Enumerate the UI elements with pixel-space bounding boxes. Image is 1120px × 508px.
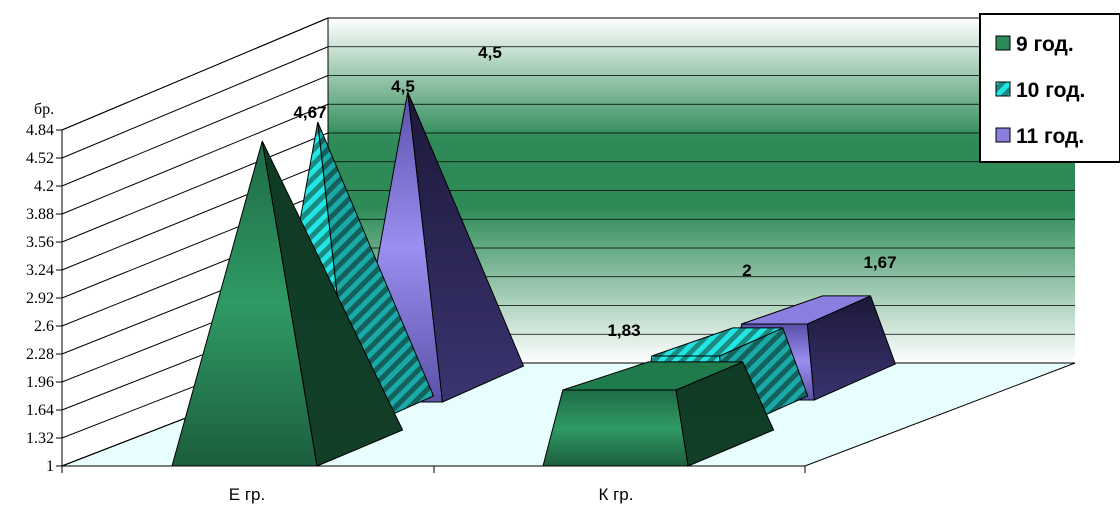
data-label: 4,67 bbox=[293, 103, 326, 122]
legend: 9 год. 10 год. 11 год. bbox=[979, 13, 1120, 163]
x-tick-label: К гр. bbox=[598, 485, 633, 504]
y-tick-label: 3.56 bbox=[26, 234, 54, 251]
data-label: 4,5 bbox=[478, 43, 502, 62]
y-tick-label: 2.28 bbox=[26, 346, 54, 363]
data-label: 1,83 bbox=[607, 321, 640, 340]
x-axis: Е гр. К гр. bbox=[61, 466, 806, 504]
data-label: 2 bbox=[742, 261, 751, 280]
legend-label-10: 10 год. bbox=[1016, 79, 1085, 102]
y-tick-label: 1.96 bbox=[26, 374, 54, 391]
legend-item-10: 10 год. bbox=[995, 79, 1085, 102]
legend-swatch-11 bbox=[995, 127, 1011, 143]
y-tick-label: 2.6 bbox=[34, 318, 54, 335]
gridline-side bbox=[61, 161, 329, 271]
gridline-side bbox=[61, 17, 329, 131]
legend-label-9: 9 год. bbox=[1016, 33, 1074, 56]
legend-swatch-10 bbox=[995, 81, 1011, 97]
bars bbox=[171, 91, 896, 467]
y-tick-label: 3.88 bbox=[26, 206, 54, 223]
data-label: 1,67 bbox=[863, 253, 896, 272]
x-tick-label: Е гр. bbox=[229, 485, 265, 504]
legend-item-11: 11 год. bbox=[995, 125, 1084, 148]
gridline-side bbox=[61, 103, 329, 215]
legend-swatch-9 bbox=[995, 35, 1011, 51]
y-tick-label: 4.84 bbox=[26, 122, 54, 139]
y-tick-label: 3.24 bbox=[26, 262, 54, 279]
bar-9 год.-К гр. bbox=[542, 361, 775, 467]
y-axis-unit: бр. bbox=[34, 101, 54, 118]
y-tick-label: 1.32 bbox=[26, 430, 54, 447]
y-tick-label: 2.92 bbox=[26, 290, 54, 307]
legend-item-9: 9 год. bbox=[995, 33, 1074, 56]
gridline-side bbox=[61, 46, 329, 159]
bar-9 год.-Е гр. bbox=[171, 140, 404, 467]
gridline-side bbox=[61, 132, 329, 243]
y-axis: 1 1.32 1.64 1.96 2.28 2.6 2.92 3.24 3.56 3.88 4.2 4… bbox=[26, 122, 63, 475]
y-tick-label: 4.52 bbox=[26, 150, 54, 167]
y-tick-label: 4.2 bbox=[34, 178, 54, 195]
legend-label-11: 11 год. bbox=[1016, 125, 1084, 148]
data-labels: 4,5 4,5 4,67 1,67 2 1,83 bbox=[293, 43, 896, 340]
data-label: 4,5 bbox=[391, 77, 415, 96]
y-tick-label: 1 bbox=[46, 458, 54, 475]
gridline-side bbox=[61, 75, 329, 187]
y-tick-label: 1.64 bbox=[26, 402, 54, 419]
